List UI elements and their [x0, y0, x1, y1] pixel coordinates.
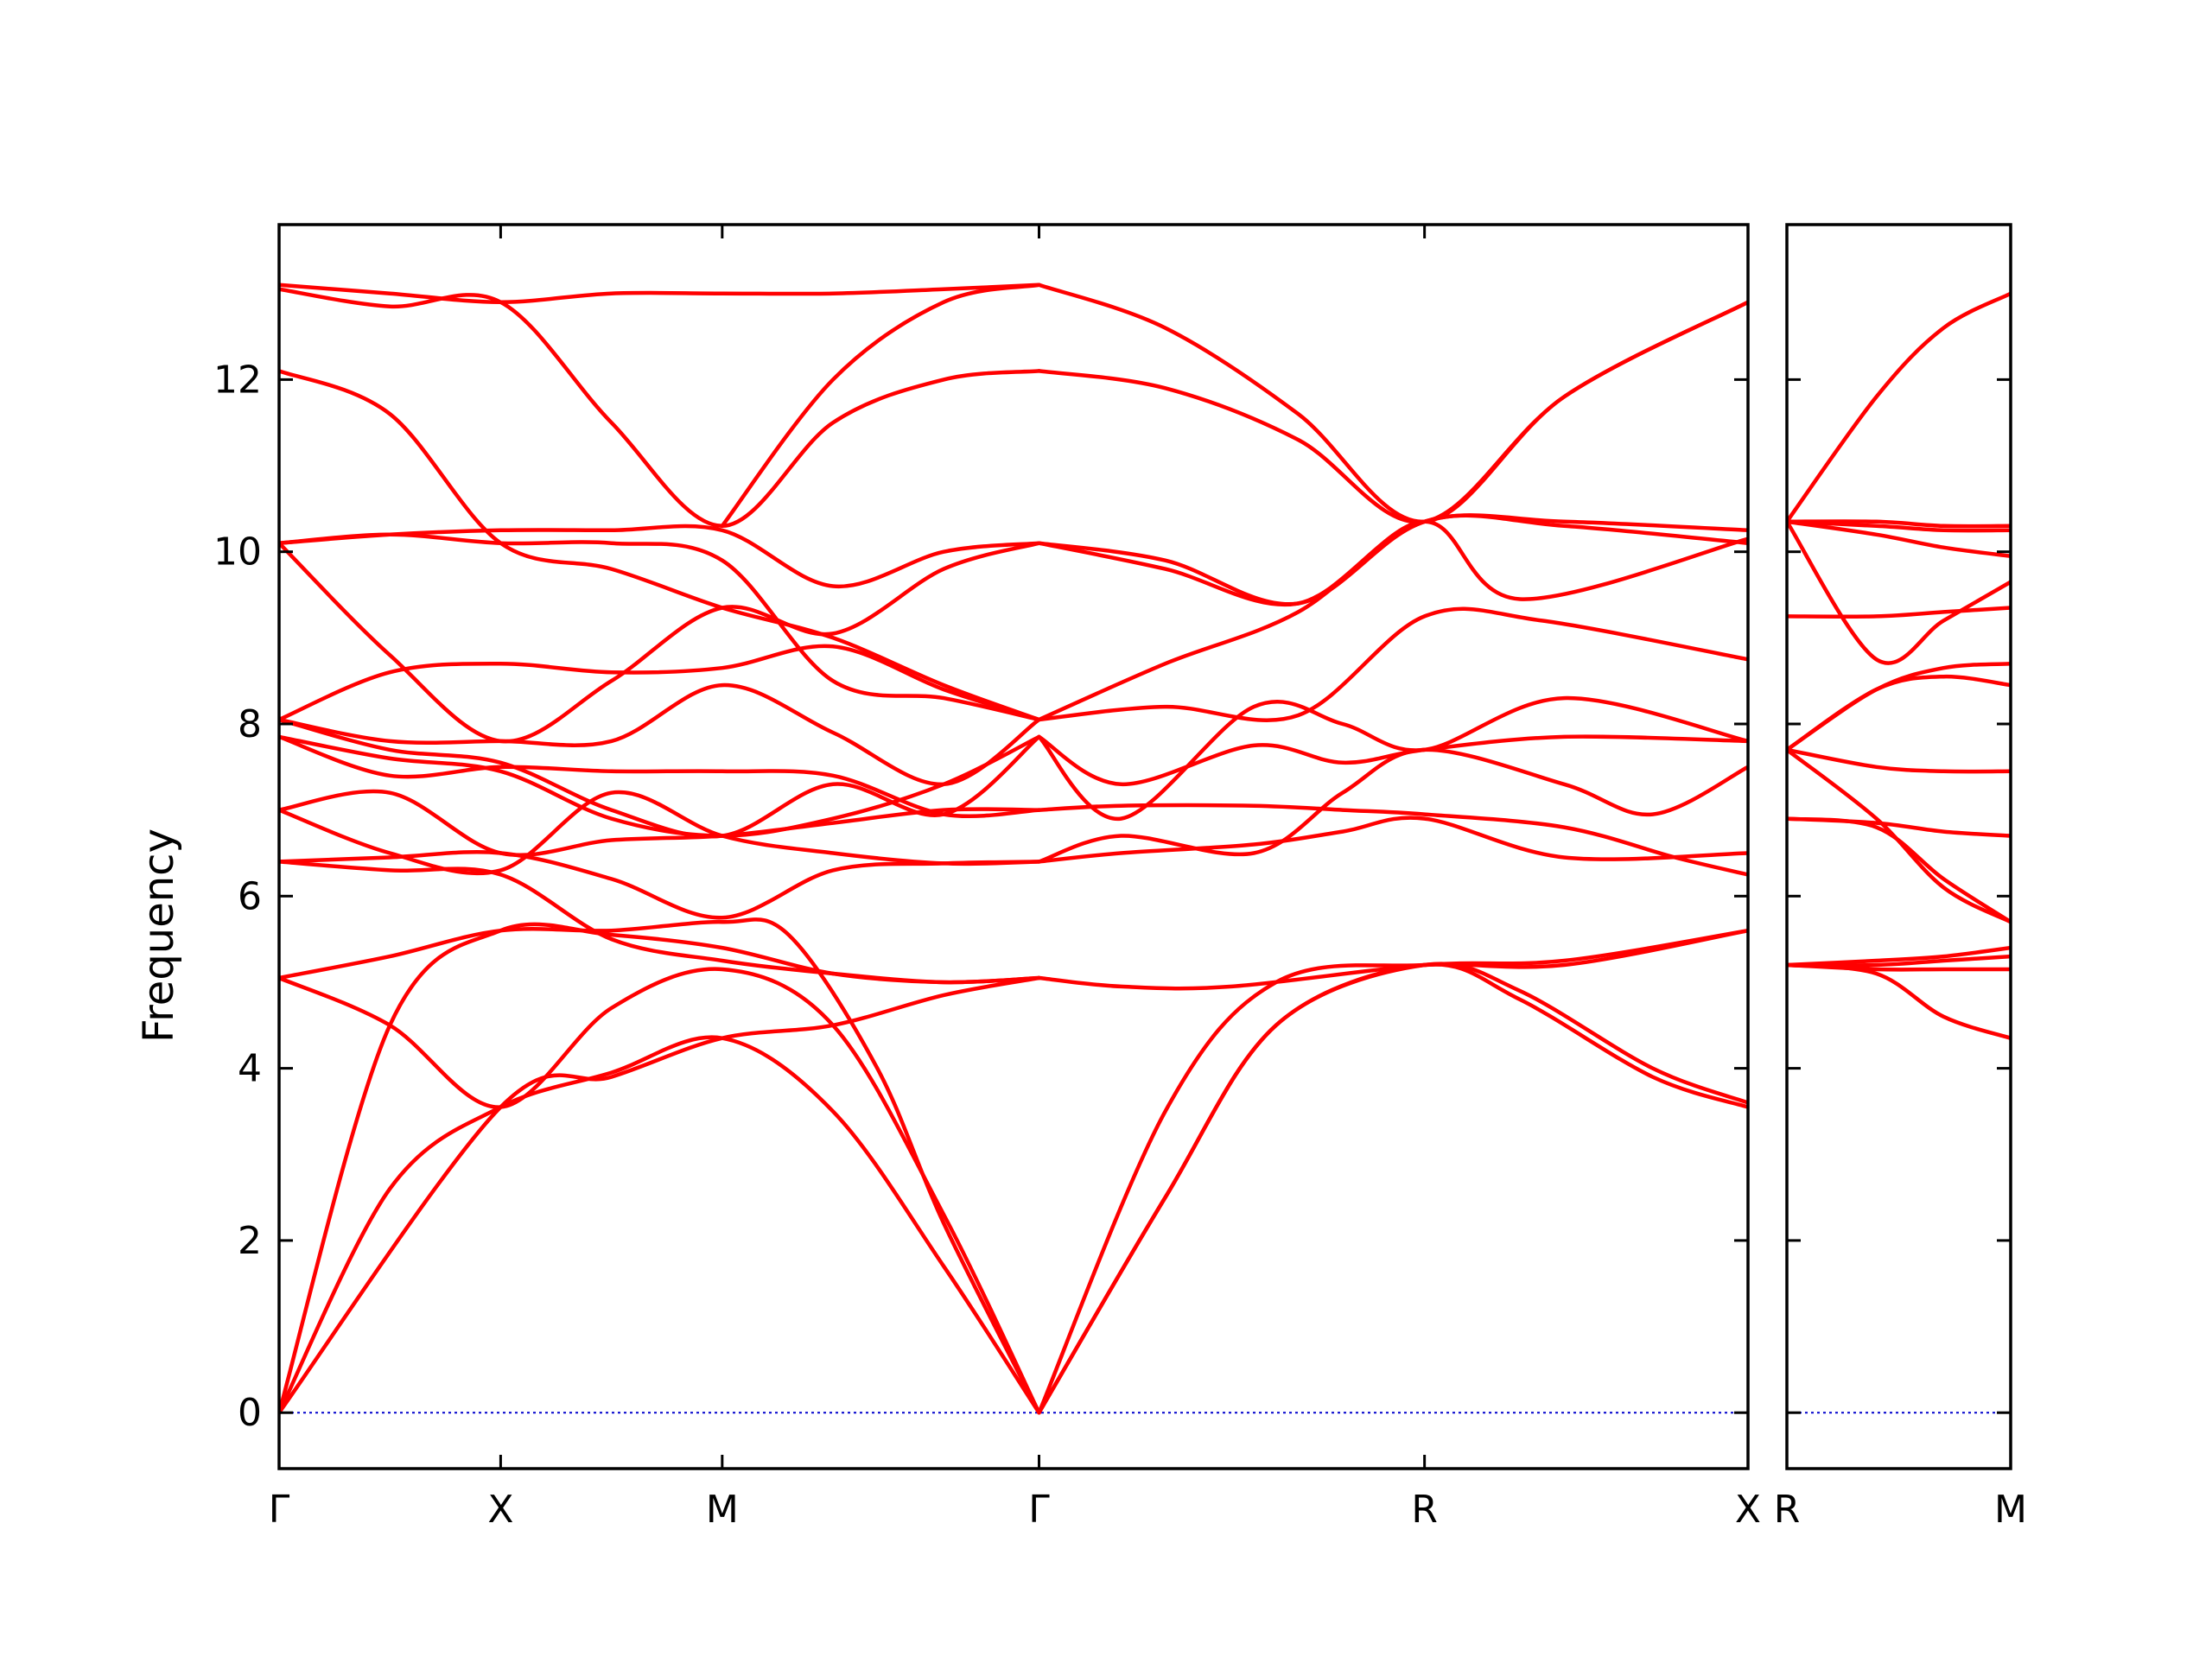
plot-frame-panel-0 — [277, 223, 1750, 1470]
band-line-panel-0-31 — [1037, 513, 1748, 722]
band-line-panel-0-4 — [279, 917, 1041, 1415]
band-line-panel-0-3 — [279, 922, 1041, 1415]
band-line-panel-0-2 — [279, 967, 1041, 1415]
band-line-panel-1-14 — [1787, 519, 2011, 529]
band-line-panel-0-9 — [279, 734, 1041, 818]
band-line-panel-0-29 — [1037, 695, 1748, 821]
y-tick-label: 12 — [213, 358, 262, 402]
x-tick-label-panel-1-1: M — [1994, 1488, 2027, 1532]
band-line-panel-0-5 — [279, 860, 1041, 985]
band-line-panel-0-8 — [279, 789, 1041, 858]
band-line-panel-1-12 — [1787, 519, 2011, 558]
x-tick-label-panel-1-0: R — [1774, 1488, 1801, 1532]
band-line-panel-1-3 — [1787, 945, 2011, 968]
band-line-panel-0-1 — [279, 1035, 1041, 1415]
band-line-panel-0-16 — [279, 524, 1041, 589]
band-line-panel-0-14 — [279, 541, 1041, 744]
y-tick-label: 10 — [213, 530, 262, 574]
band-line-panel-1-6 — [1787, 747, 2011, 924]
x-tick-label-panel-0-5: X — [1735, 1488, 1761, 1532]
band-line-panel-1-8 — [1787, 674, 2011, 752]
band-line-panel-0-23 — [1037, 962, 1748, 1415]
band-line-panel-1-11 — [1787, 519, 2011, 665]
band-line-panel-1-10 — [1787, 606, 2011, 619]
x-tick-label-panel-0-2: M — [706, 1488, 739, 1532]
band-line-panel-0-11 — [279, 717, 1041, 839]
band-line-panel-1-0 — [1787, 962, 2011, 1040]
band-line-panel-0-22 — [1037, 962, 1748, 1415]
x-tick-label-panel-0-0: Γ — [269, 1488, 290, 1532]
band-line-panel-1-15 — [1787, 291, 2011, 524]
band-line-panel-0-21 — [1037, 928, 1748, 1415]
band-line-panel-0-18 — [279, 287, 1041, 529]
band-line-panel-1-5 — [1787, 816, 2011, 838]
y-tick-label: 4 — [238, 1047, 262, 1091]
band-line-panel-0-26 — [1037, 747, 1748, 864]
band-line-panel-0-10 — [279, 734, 1041, 838]
band-line-panel-0-30 — [1037, 606, 1748, 722]
plot-frame-panel-1 — [1785, 223, 2012, 1470]
band-line-panel-0-34 — [1037, 300, 1748, 524]
band-line-panel-0-32 — [1037, 519, 1748, 607]
band-line-panel-0-28 — [1037, 734, 1748, 787]
band-line-panel-0-19 — [279, 282, 1041, 304]
band-line-panel-0-35 — [1037, 282, 1748, 524]
y-tick-label: 8 — [238, 702, 262, 746]
band-line-panel-0-24 — [1037, 928, 1748, 991]
band-line-panel-0-33 — [1037, 513, 1748, 606]
y-axis-label: Frequency — [135, 828, 183, 1043]
y-tick-label: 6 — [238, 874, 262, 918]
x-tick-label-panel-0-4: R — [1411, 1488, 1438, 1532]
band-line-panel-0-0 — [279, 975, 1041, 1415]
y-tick-label: 0 — [238, 1391, 262, 1435]
band-line-panel-0-7 — [279, 790, 1041, 876]
x-tick-label-panel-0-1: X — [487, 1488, 513, 1532]
band-line-panel-0-20 — [720, 282, 1041, 529]
y-tick-label: 2 — [238, 1219, 262, 1263]
band-line-panel-1-9 — [1787, 661, 2011, 752]
band-line-panel-0-15 — [279, 532, 1041, 722]
band-line-panel-0-17 — [279, 369, 1041, 722]
band-line-panel-0-13 — [279, 644, 1041, 722]
band-line-panel-0-12 — [279, 682, 1041, 787]
x-tick-label-panel-0-3: Γ — [1028, 1488, 1050, 1532]
band-line-panel-1-7 — [1787, 747, 2011, 774]
band-line-panel-0-25 — [1037, 816, 1748, 864]
